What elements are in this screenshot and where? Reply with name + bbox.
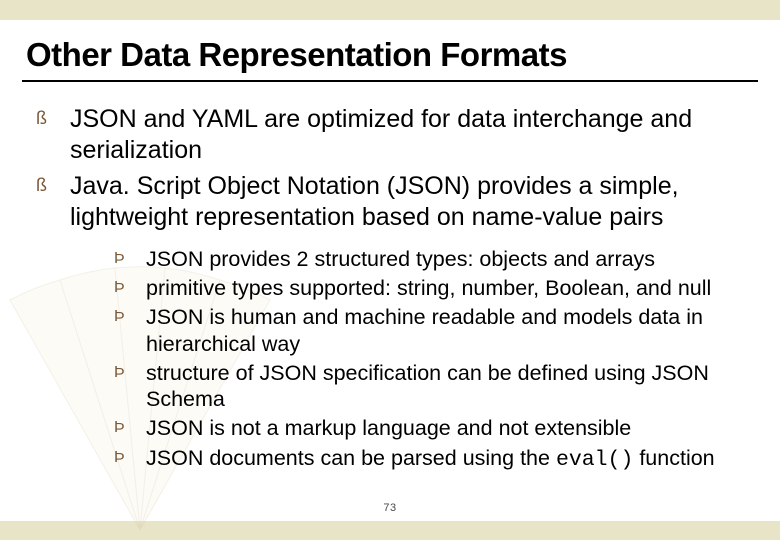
list-item-text-pre: JSON documents can be parsed using the xyxy=(146,446,556,470)
list-item: primitive types supported: string, numbe… xyxy=(114,275,752,301)
list-item: JSON documents can be parsed using the e… xyxy=(114,445,752,473)
slide: Other Data Representation Formats JSON a… xyxy=(0,0,780,540)
list-item: JSON provides 2 structured types: object… xyxy=(114,246,752,272)
title-underline xyxy=(22,80,758,82)
list-item-text: primitive types supported: string, numbe… xyxy=(146,276,711,300)
list-item-text: JSON is not a markup language and not ex… xyxy=(146,416,631,440)
content-area: JSON and YAML are optimized for data int… xyxy=(34,104,752,479)
page-title: Other Data Representation Formats xyxy=(22,36,758,74)
list-item-text: structure of JSON specification can be d… xyxy=(146,361,709,411)
list-item-text: Java. Script Object Notation (JSON) prov… xyxy=(70,172,679,231)
list-item-text: JSON provides 2 structured types: object… xyxy=(146,247,655,271)
list-item-text: JSON is human and machine readable and m… xyxy=(146,305,703,355)
list-item: JSON is human and machine readable and m… xyxy=(114,304,752,356)
sub-bullet-list: JSON provides 2 structured types: object… xyxy=(70,246,752,473)
list-item: Java. Script Object Notation (JSON) prov… xyxy=(34,171,752,473)
list-item: JSON and YAML are optimized for data int… xyxy=(34,104,752,165)
list-item-text-post: function xyxy=(633,446,714,470)
code-literal: eval() xyxy=(556,448,633,472)
list-item: JSON is not a markup language and not ex… xyxy=(114,415,752,441)
bullet-list: JSON and YAML are optimized for data int… xyxy=(34,104,752,473)
page-number: 73 xyxy=(383,502,396,514)
list-item-text: JSON and YAML are optimized for data int… xyxy=(70,105,692,164)
list-item: structure of JSON specification can be d… xyxy=(114,360,752,412)
title-area: Other Data Representation Formats xyxy=(22,36,758,82)
